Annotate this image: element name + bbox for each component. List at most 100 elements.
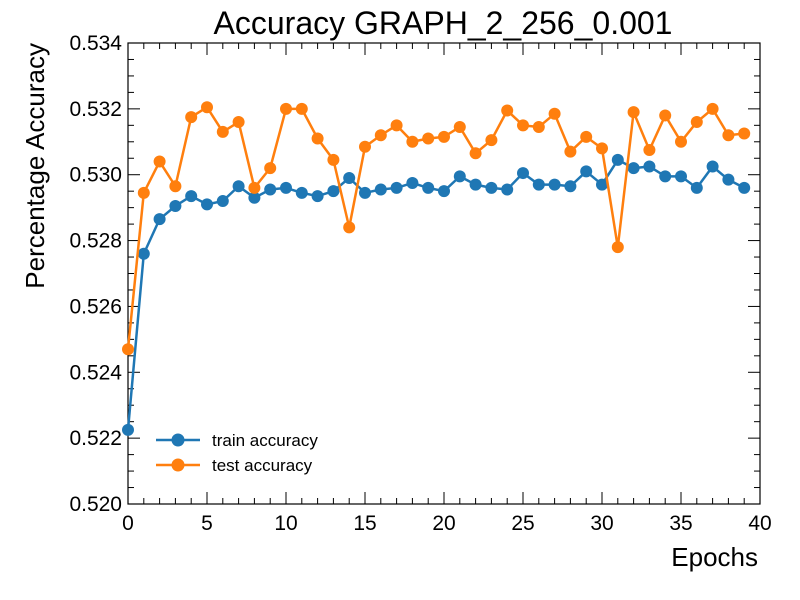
train-accuracy-point	[485, 181, 498, 194]
test-accuracy-point	[659, 109, 672, 122]
legend-train-marker	[171, 433, 185, 447]
train-accuracy-point	[327, 185, 340, 198]
x-axis-label: Epochs	[671, 542, 758, 572]
test-accuracy-point	[201, 101, 213, 114]
train-accuracy-point	[706, 160, 719, 173]
y-tick-label: 0.534	[69, 32, 122, 55]
legend-test-marker	[171, 458, 185, 472]
x-tick-label: 25	[511, 512, 534, 535]
train-accuracy-point	[311, 190, 324, 203]
train-accuracy-point	[453, 170, 466, 183]
train-accuracy-point	[343, 172, 356, 185]
test-accuracy-point	[564, 145, 577, 158]
train-accuracy-point	[216, 195, 229, 208]
test-accuracy-point	[390, 119, 403, 132]
x-tick-label: 10	[274, 512, 297, 535]
test-accuracy-point	[706, 102, 719, 115]
test-accuracy-point	[611, 241, 624, 254]
y-tick-label: 0.520	[69, 493, 122, 516]
x-tick-label: 20	[432, 512, 455, 535]
test-accuracy-point	[311, 132, 324, 145]
train-accuracy-point	[469, 178, 482, 191]
test-accuracy-point	[137, 186, 150, 199]
chart-legend: train accuracy test accuracy	[156, 431, 318, 475]
train-accuracy-point	[137, 247, 150, 260]
y-axis-ticks: 0.520 0.522 0.524 0.526 0.528 0.530 0.532 0.534	[69, 32, 760, 516]
test-accuracy-point	[232, 116, 245, 129]
chart-title: Accuracy GRAPH_2_256_0.001	[214, 5, 673, 41]
test-accuracy-point	[422, 132, 435, 145]
train-accuracy-point	[596, 178, 608, 191]
train-accuracy-line	[126, 158, 745, 431]
test-accuracy-point	[580, 130, 593, 143]
test-accuracy-point	[280, 102, 292, 115]
train-accuracy-point	[548, 178, 561, 191]
test-accuracy-point	[722, 129, 735, 142]
test-accuracy-point	[185, 111, 198, 124]
test-accuracy-point	[532, 120, 545, 133]
train-accuracy-point	[295, 186, 308, 199]
test-accuracy-point	[216, 125, 229, 138]
test-accuracy-point	[169, 180, 182, 193]
train-accuracy-point	[659, 170, 672, 183]
y-tick-label: 0.528	[69, 230, 122, 253]
train-accuracy-point	[564, 180, 577, 193]
train-accuracy-point	[232, 180, 245, 193]
train-accuracy-point	[532, 178, 545, 191]
test-accuracy-point	[675, 135, 687, 148]
test-accuracy-line	[126, 105, 745, 350]
test-accuracy-point	[153, 155, 166, 168]
train-accuracy-point	[185, 190, 198, 203]
test-accuracy-point	[690, 116, 703, 129]
train-accuracy-point	[280, 181, 292, 194]
train-accuracy-point	[406, 176, 419, 189]
y-tick-label: 0.522	[69, 427, 122, 450]
y-tick-label: 0.530	[69, 164, 122, 187]
train-accuracy-point	[264, 183, 277, 196]
test-accuracy-point	[327, 153, 340, 166]
test-accuracy-point	[264, 162, 277, 175]
train-accuracy-point	[690, 181, 703, 194]
x-tick-label: 30	[590, 512, 613, 535]
legend-train-label: train accuracy	[212, 431, 318, 450]
train-accuracy-point	[201, 198, 213, 211]
test-accuracy-point	[517, 119, 529, 132]
test-accuracy-point	[627, 106, 640, 119]
y-tick-label: 0.526	[69, 295, 122, 318]
test-accuracy-point	[738, 127, 751, 140]
y-tick-label: 0.532	[69, 98, 122, 121]
train-accuracy-point	[153, 213, 166, 226]
x-axis-ticks: 0 5 10 15 20 25 30 35 40	[122, 43, 772, 535]
test-accuracy-point	[406, 135, 419, 148]
test-accuracy-point	[122, 343, 134, 356]
x-tick-label: 40	[748, 512, 771, 535]
test-accuracy-point	[469, 147, 482, 160]
y-tick-label: 0.524	[69, 361, 122, 384]
test-accuracy-point	[453, 120, 466, 133]
test-accuracy-point	[501, 104, 514, 117]
train-accuracy-point	[169, 199, 182, 212]
train-accuracy-point	[122, 423, 134, 436]
x-tick-label: 5	[201, 512, 213, 535]
train-accuracy-point	[675, 170, 687, 183]
y-axis-label: Percentage Accuracy	[20, 43, 50, 289]
legend-test-label: test accuracy	[212, 456, 313, 475]
x-tick-label: 35	[669, 512, 692, 535]
test-accuracy-point	[295, 102, 308, 115]
train-accuracy-point	[580, 165, 593, 178]
test-accuracy-point	[485, 134, 498, 147]
series-layer	[122, 101, 751, 436]
test-accuracy-point	[343, 221, 356, 234]
test-accuracy-point	[359, 140, 371, 153]
x-tick-label: 0	[122, 512, 134, 535]
train-accuracy-point	[422, 181, 435, 194]
train-accuracy-point	[248, 191, 261, 204]
train-accuracy-point	[611, 153, 624, 166]
train-accuracy-point	[738, 181, 751, 194]
test-accuracy-point	[248, 181, 261, 194]
train-accuracy-point	[374, 183, 387, 196]
test-accuracy-point	[374, 129, 387, 142]
test-accuracy-point	[643, 144, 656, 157]
test-accuracy-point	[548, 107, 561, 120]
